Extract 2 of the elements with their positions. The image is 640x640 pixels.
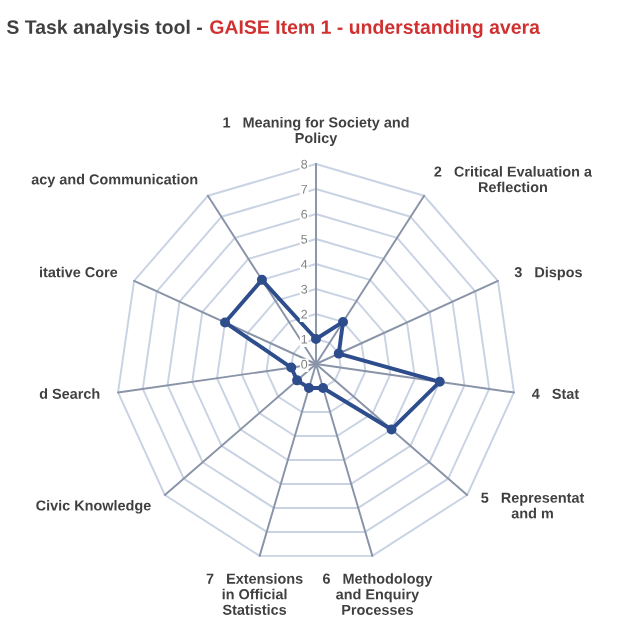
chart-subtitle: GAISE Item 1 - understanding avera — [210, 19, 541, 38]
chart-title: S Task analysis tool - — [6, 19, 202, 38]
